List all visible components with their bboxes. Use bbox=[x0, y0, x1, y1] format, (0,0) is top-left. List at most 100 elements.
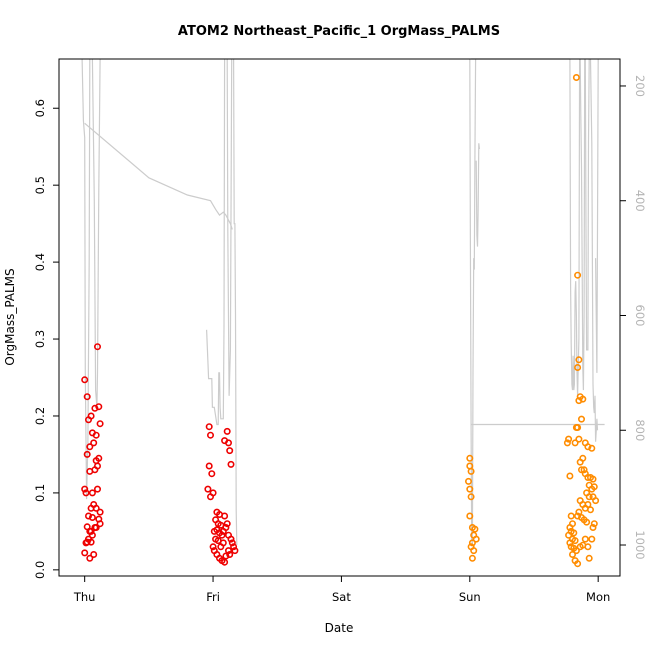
altitude-trace-line bbox=[469, 58, 477, 546]
data-point bbox=[92, 504, 100, 512]
altitude-trace-line bbox=[475, 143, 480, 247]
data-point bbox=[581, 535, 589, 543]
data-point bbox=[95, 403, 103, 411]
data-point bbox=[209, 489, 217, 497]
data-point bbox=[230, 543, 238, 551]
right-tick-label: 1000 bbox=[633, 530, 647, 559]
data-point bbox=[87, 538, 95, 546]
y-tick-label: 0.1 bbox=[33, 484, 47, 502]
data-point bbox=[464, 477, 472, 485]
right-tick-label: 600 bbox=[633, 305, 647, 327]
data-point bbox=[218, 531, 226, 539]
data-point bbox=[227, 460, 235, 468]
data-point bbox=[574, 363, 582, 371]
y-tick-label: 0.5 bbox=[33, 176, 47, 194]
data-point bbox=[86, 467, 94, 475]
data-point bbox=[223, 427, 231, 435]
data-point bbox=[85, 512, 93, 520]
data-point bbox=[467, 467, 475, 475]
data-point bbox=[207, 431, 215, 439]
data-point bbox=[88, 531, 96, 539]
data-point bbox=[82, 489, 90, 497]
data-point bbox=[87, 527, 95, 535]
x-tick-label: Sat bbox=[332, 590, 351, 604]
data-point bbox=[81, 376, 89, 384]
data-point bbox=[580, 466, 588, 474]
altitude-trace-line bbox=[589, 58, 599, 442]
y-axis-right: 200 400 600 800 1000 bbox=[620, 75, 647, 560]
data-point bbox=[579, 395, 587, 403]
data-point bbox=[588, 444, 596, 452]
y-tick-label: 0.3 bbox=[33, 330, 47, 348]
data-point bbox=[574, 512, 582, 520]
data-point bbox=[575, 435, 583, 443]
data-point bbox=[472, 535, 480, 543]
data-point bbox=[589, 523, 597, 531]
y-tick-label: 0.0 bbox=[33, 561, 47, 579]
data-point bbox=[466, 512, 474, 520]
altitude-trace-line bbox=[91, 58, 101, 408]
data-point bbox=[567, 512, 575, 520]
data-point bbox=[86, 443, 94, 451]
altitude-trace-line bbox=[206, 58, 226, 426]
data-point bbox=[96, 420, 104, 428]
data-point bbox=[584, 443, 592, 451]
right-tick-label: 800 bbox=[633, 419, 647, 441]
data-point bbox=[88, 489, 96, 497]
y-axis-label: OrgMass_PALMS bbox=[3, 268, 17, 365]
x-axis: Thu Fri Sat Sun Mon bbox=[73, 575, 610, 604]
data-point bbox=[574, 560, 582, 568]
data-point bbox=[590, 520, 598, 528]
data-point bbox=[577, 415, 585, 423]
altitude-trace-line bbox=[579, 58, 586, 391]
data-point bbox=[588, 535, 596, 543]
data-point bbox=[81, 549, 89, 557]
data-point bbox=[90, 550, 98, 558]
y-axis: 0.0 0.1 0.2 0.3 0.4 0.5 0.6 bbox=[33, 99, 59, 579]
data-point bbox=[568, 550, 576, 558]
altitude-trace-line bbox=[233, 58, 238, 546]
data-point bbox=[572, 547, 580, 555]
data-point bbox=[575, 397, 583, 405]
data-point bbox=[574, 271, 582, 279]
right-tick-label: 200 bbox=[633, 75, 647, 97]
data-point bbox=[468, 539, 476, 547]
data-point bbox=[221, 512, 229, 520]
data-point bbox=[583, 518, 591, 526]
data-point bbox=[470, 547, 478, 555]
altitude-trace-line bbox=[81, 58, 91, 500]
data-point bbox=[566, 523, 574, 531]
data-point bbox=[85, 416, 93, 424]
data-point bbox=[227, 535, 235, 543]
data-point bbox=[225, 439, 233, 447]
data-point bbox=[565, 531, 573, 539]
altitude-trace-line bbox=[569, 58, 581, 396]
data-point bbox=[221, 558, 229, 566]
data-point bbox=[466, 485, 474, 493]
data-point bbox=[586, 506, 594, 514]
data-point bbox=[92, 523, 100, 531]
data-point bbox=[81, 485, 89, 493]
data-point bbox=[579, 454, 587, 462]
data-point bbox=[584, 500, 592, 508]
y-tick-label: 0.6 bbox=[33, 99, 47, 117]
data-point bbox=[566, 539, 574, 547]
x-tick-label: Sun bbox=[459, 590, 481, 604]
data-point bbox=[585, 493, 593, 501]
x-tick-label: Thu bbox=[73, 590, 96, 604]
data-point bbox=[572, 74, 580, 82]
data-point bbox=[83, 450, 91, 458]
data-point bbox=[204, 485, 212, 493]
data-point bbox=[231, 547, 239, 555]
right-tick-label: 400 bbox=[633, 190, 647, 212]
data-point bbox=[225, 547, 233, 555]
data-point bbox=[223, 520, 231, 528]
data-point bbox=[571, 439, 579, 447]
data-point bbox=[226, 447, 234, 455]
data-point bbox=[572, 423, 580, 431]
data-point bbox=[563, 439, 571, 447]
data-point bbox=[205, 462, 213, 470]
data-point bbox=[228, 539, 236, 547]
y-tick-label: 0.2 bbox=[33, 407, 47, 425]
